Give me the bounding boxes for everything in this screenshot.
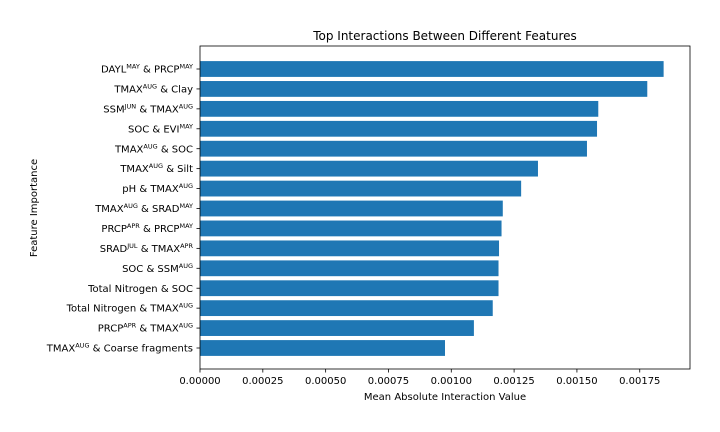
x-tick-label: 0.00150	[556, 376, 597, 387]
bar-9	[200, 220, 502, 237]
x-tick-label: 0.00075	[368, 376, 409, 387]
y-tick-label: TMAXAUG​ & SRADMAY​	[94, 202, 193, 215]
bars-group	[200, 61, 664, 356]
y-tick-label: TMAXAUG​ & Silt	[119, 162, 193, 175]
bar-4	[200, 120, 598, 137]
y-tick-label: TMAXAUG​ & SOC	[114, 142, 193, 155]
bar-10	[200, 240, 500, 257]
y-tick-label: SOC & SSMAUG​	[122, 262, 193, 275]
x-axis: 0.00000 0.00025 0.00050 0.00075 0.00100 0.001…	[179, 369, 660, 387]
bar-3	[200, 100, 599, 117]
bar-8	[200, 200, 503, 217]
chart-title: Top Interactions Between Different Featu…	[312, 29, 577, 43]
y-tick-label: DAYLMAY​ & PRCPMAY​	[101, 63, 193, 76]
bar-7	[200, 180, 522, 197]
bar-5	[200, 140, 587, 157]
x-tick-label: 0.00175	[619, 376, 660, 387]
y-tick-label: TMAXAUG​ & Coarse fragments	[46, 342, 193, 355]
y-axis-title: Feature Importance	[29, 159, 40, 257]
bar-15	[200, 340, 445, 356]
x-axis-title: Mean Absolute Interaction Value	[364, 392, 526, 403]
bar-12	[200, 280, 499, 297]
y-tick-label: SOC & EVIMAY​	[128, 122, 193, 135]
bar-2	[200, 81, 648, 97]
x-tick-label: 0.00050	[305, 376, 346, 387]
bar-6	[200, 160, 538, 177]
x-tick-label: 0.00100	[431, 376, 472, 387]
y-tick-label: PRCPAPR​ & PRCPMAY​	[101, 222, 193, 235]
y-tick-label: SRADJUL​ & TMAXAPR​	[100, 242, 194, 255]
x-tick-label: 0.00025	[242, 376, 283, 387]
y-tick-label: Total Nitrogen & TMAXAUG​	[66, 302, 193, 315]
y-tick-label: SSMJUN​ & TMAXAUG​	[103, 102, 193, 115]
bar-1	[200, 61, 664, 77]
y-axis: DAYLMAY​ & PRCPMAY​ TMAXAUG​ & Clay SSMJUN…	[46, 63, 200, 355]
bar-14	[200, 320, 474, 336]
y-tick-label: TMAXAUG​ & Clay	[113, 83, 193, 96]
x-tick-label: 0.00125	[493, 376, 534, 387]
bar-13	[200, 300, 493, 317]
bar-11	[200, 260, 499, 277]
x-tick-label: 0.00000	[179, 376, 220, 387]
y-tick-label: Total Nitrogen & SOC	[87, 284, 193, 295]
y-tick-label: pH & TMAXAUG​	[122, 182, 193, 195]
y-tick-label: PRCPAPR​ & TMAXAUG​	[98, 322, 193, 335]
plot-frame	[199, 45, 691, 370]
